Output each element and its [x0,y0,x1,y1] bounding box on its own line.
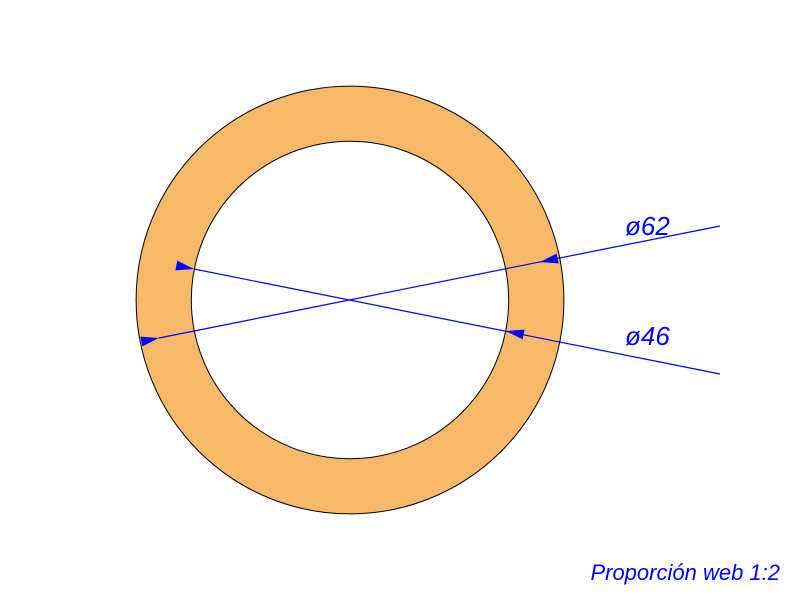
caption: Proporción web 1:2 [590,560,780,585]
dimension-outer-label: ø62 [625,211,670,241]
dimension-inner-label: ø46 [625,321,670,351]
